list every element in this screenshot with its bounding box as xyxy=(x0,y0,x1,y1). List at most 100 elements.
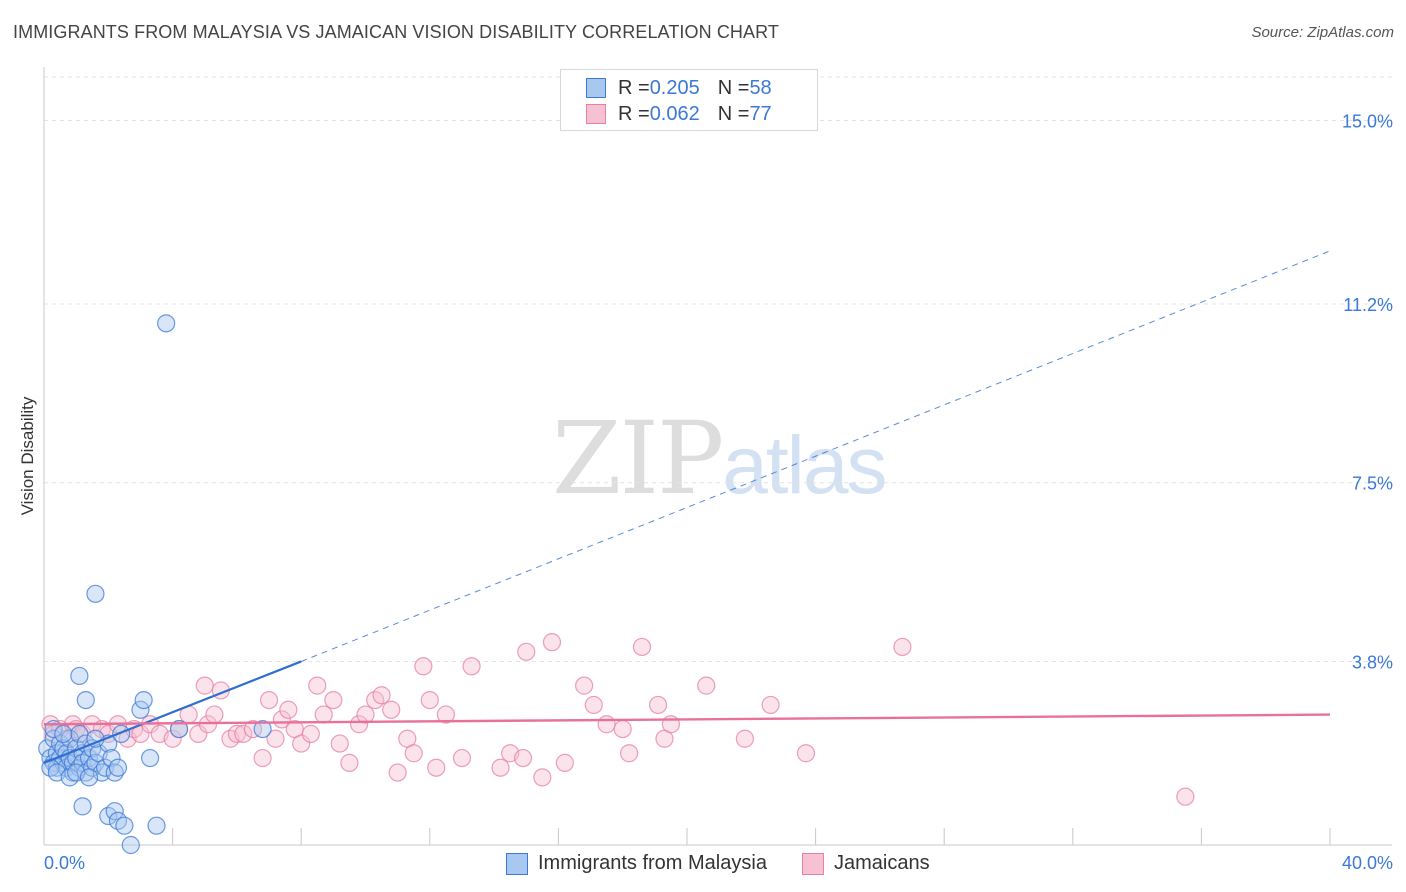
jamaican-point xyxy=(893,637,912,657)
legend-row-malaysia: R = 0.205 N = 58 xyxy=(586,76,772,100)
jamaican-point xyxy=(414,657,433,676)
source-credit: Source: ZipAtlas.com xyxy=(1251,24,1394,41)
jamaican-point xyxy=(613,719,632,739)
legend-label-jamaicans: Jamaicans xyxy=(834,852,930,874)
legend-r-label: R = xyxy=(618,102,650,125)
jamaican-point xyxy=(243,719,263,739)
jamaican-point xyxy=(314,705,333,724)
x-tick-label: 0.0% xyxy=(44,853,85,873)
malaysia-point xyxy=(157,314,176,333)
jamaican-point xyxy=(163,729,182,748)
legend-row-jamaicans: R = 0.062 N = 77 xyxy=(586,102,772,126)
jamaican-point xyxy=(761,695,780,715)
correlation-legend: R = 0.205 N = 58 R = 0.062 N = 77 xyxy=(560,69,818,131)
jamaican-point xyxy=(189,724,208,744)
legend-item-malaysia: Immigrants from Malaysia xyxy=(506,852,767,875)
malaysia-point xyxy=(95,758,115,777)
malaysia-point xyxy=(76,690,95,710)
malaysia-point xyxy=(169,719,189,739)
jamaican-point xyxy=(452,748,472,768)
series-legend: Immigrants from Malaysia Jamaicans xyxy=(0,852,1406,878)
jamaican-point xyxy=(462,657,481,676)
jamaican-point xyxy=(648,695,668,715)
jamaican-point xyxy=(620,744,639,763)
malaysia-point xyxy=(131,700,150,719)
legend-r-value: 0.205 xyxy=(649,76,700,99)
jamaican-point xyxy=(195,676,214,695)
y-tick-label: 7.5% xyxy=(1352,474,1393,494)
malaysia-point xyxy=(115,816,134,835)
legend-n-label: N = xyxy=(717,102,750,125)
jamaican-point xyxy=(436,705,455,724)
x-tick-label: 40.0% xyxy=(1342,853,1393,873)
watermark: ZIPatlas xyxy=(552,400,888,517)
jamaican-point xyxy=(234,724,253,744)
jamaican-point xyxy=(301,724,320,744)
jamaican-point xyxy=(542,633,562,652)
jamaican-point xyxy=(555,753,574,772)
malaysia-point xyxy=(253,719,272,739)
jamaican-point xyxy=(427,758,446,777)
jamaican-point xyxy=(420,690,439,710)
jamaican-point xyxy=(517,642,536,661)
malaysia-point xyxy=(79,768,99,787)
jamaican-point xyxy=(491,758,510,777)
jamaican-point xyxy=(597,715,616,734)
legend-r-label: R = xyxy=(618,76,650,99)
jamaican-point xyxy=(266,729,285,748)
malaysia-point xyxy=(121,835,140,855)
jamaican-point xyxy=(349,715,369,734)
jamaican-point xyxy=(292,734,311,753)
jamaican-point xyxy=(404,744,423,763)
jamaican-point xyxy=(340,753,359,772)
jamaican-point xyxy=(205,705,224,724)
y-tick-label: 3.8% xyxy=(1352,652,1393,672)
jamaican-point xyxy=(356,705,375,724)
malaysia-point xyxy=(105,763,124,782)
jamaican-point xyxy=(308,676,327,695)
jamaican-point xyxy=(584,695,603,715)
jamaican-point xyxy=(253,748,272,768)
jamaican-point xyxy=(513,748,533,768)
chart-title: IMMIGRANTS FROM MALAYSIA VS JAMAICAN VIS… xyxy=(13,22,779,42)
jamaican-point xyxy=(697,676,716,695)
legend-n-label: N = xyxy=(717,76,750,99)
legend-label-malaysia: Immigrants from Malaysia xyxy=(538,852,767,874)
malaysia-trend-extension xyxy=(301,250,1331,662)
jamaican-point xyxy=(533,768,552,787)
legend-swatch-malaysia xyxy=(506,852,528,875)
jamaican-point xyxy=(388,763,407,782)
watermark-atlas: atlas xyxy=(722,420,887,511)
malaysia-point xyxy=(73,797,92,816)
malaysia-point xyxy=(134,690,153,710)
jamaican-point xyxy=(259,690,279,710)
malaysia-point xyxy=(105,802,124,821)
malaysia-trend-line xyxy=(43,660,302,764)
jamaican-point xyxy=(330,734,349,753)
watermark-zip: ZIP xyxy=(552,400,724,517)
jamaican-point xyxy=(324,690,343,710)
malaysia-point xyxy=(108,758,128,777)
malaysia-point xyxy=(54,724,73,744)
legend-swatch-malaysia xyxy=(586,78,606,98)
jamaican-point xyxy=(796,744,816,763)
legend-swatch-jamaicans xyxy=(586,104,606,124)
malaysia-point xyxy=(86,584,105,603)
jamaican-point xyxy=(632,637,652,657)
y-tick-label: 15.0% xyxy=(1342,111,1393,131)
jamaican-point xyxy=(735,729,754,748)
jamaican-point xyxy=(575,676,594,695)
jamaican-trend-line xyxy=(43,713,1331,726)
legend-item-jamaicans: Jamaicans xyxy=(802,852,930,875)
malaysia-point xyxy=(102,748,121,768)
malaysia-point xyxy=(140,748,160,768)
jamaican-point xyxy=(1176,787,1195,806)
legend-swatch-jamaicans xyxy=(802,852,824,875)
legend-n-value: 77 xyxy=(749,102,772,125)
malaysia-point xyxy=(70,666,89,686)
jamaican-point xyxy=(382,700,401,719)
legend-r-value: 0.062 xyxy=(649,102,700,125)
jamaican-point xyxy=(279,700,298,719)
y-tick-label: 11.2% xyxy=(1343,295,1393,315)
